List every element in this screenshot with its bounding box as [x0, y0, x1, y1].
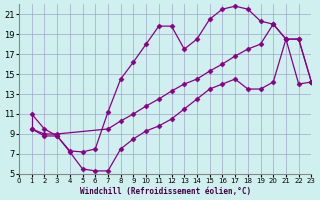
- X-axis label: Windchill (Refroidissement éolien,°C): Windchill (Refroidissement éolien,°C): [80, 187, 251, 196]
